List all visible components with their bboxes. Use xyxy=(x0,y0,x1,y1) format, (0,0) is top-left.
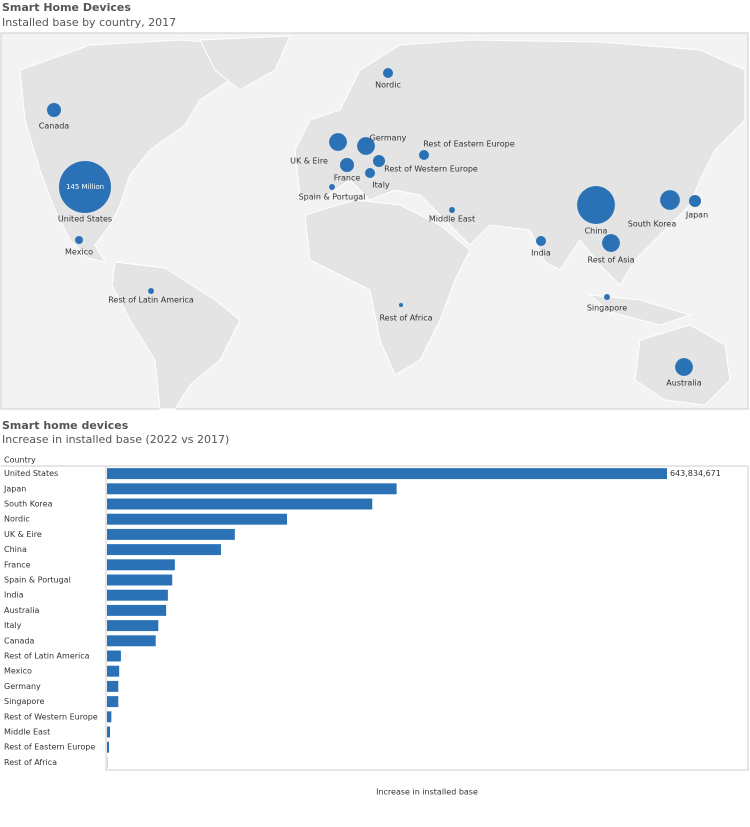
bar xyxy=(107,620,159,632)
bubble-label: Middle East xyxy=(429,215,475,224)
bar xyxy=(107,559,175,571)
bubble xyxy=(329,184,335,190)
category-label: Japan xyxy=(3,484,26,493)
category-label: Italy xyxy=(4,621,22,630)
bar xyxy=(107,680,119,692)
bar xyxy=(107,604,167,616)
bubble xyxy=(660,190,680,210)
land-greenland xyxy=(199,35,291,91)
plot-frame xyxy=(105,465,749,771)
bubble xyxy=(329,133,347,151)
category-label: United States xyxy=(4,469,58,478)
bubble-label: Germany xyxy=(370,134,407,143)
bubble xyxy=(340,158,354,172)
value-label: 643,834,671 xyxy=(670,469,721,478)
category-label: India xyxy=(4,591,24,600)
bar-marks: United States 643,834,671 Japan South Korea… xyxy=(3,468,721,768)
bar-subtitle: Increase in installed base (2022 vs 2017… xyxy=(2,433,229,446)
bubble-label: China xyxy=(585,227,608,236)
bubble-value-label: 145 Million xyxy=(66,183,104,191)
category-label: Spain & Portugal xyxy=(4,576,71,585)
bubble-label: Australia xyxy=(666,379,701,388)
bubble xyxy=(357,137,375,155)
bubble xyxy=(418,149,430,161)
category-label: China xyxy=(4,545,27,554)
bubble xyxy=(364,167,376,179)
bubble-label: Rest of Africa xyxy=(379,314,432,323)
bubble-label: UK & Eire xyxy=(290,157,328,166)
category-label: Rest of Africa xyxy=(4,758,57,767)
category-header: Country xyxy=(4,456,36,465)
bar xyxy=(107,574,173,586)
bubble xyxy=(382,67,394,79)
bar xyxy=(107,513,288,525)
bubble xyxy=(689,195,701,207)
bar xyxy=(107,665,120,677)
category-label: Rest of Western Europe xyxy=(4,712,98,721)
bar xyxy=(107,650,121,662)
bubble xyxy=(577,186,615,224)
bubble xyxy=(148,288,154,294)
bar xyxy=(107,483,397,495)
bar-title: Smart home devices xyxy=(2,419,129,432)
bubble-label: Rest of Latin America xyxy=(108,296,194,305)
bar xyxy=(107,741,110,753)
bar xyxy=(107,726,111,738)
bubble-label: Rest of Asia xyxy=(588,256,635,265)
bar xyxy=(107,696,119,708)
x-axis-title: Increase in installed base xyxy=(376,788,478,797)
bubble xyxy=(398,302,404,308)
category-label: Middle East xyxy=(4,728,50,737)
land-islands xyxy=(588,294,692,326)
bubble-label: South Korea xyxy=(628,220,677,229)
land-eurasia xyxy=(294,39,746,286)
bubble-label: Mexico xyxy=(65,248,93,257)
bubble-label: Singapore xyxy=(587,304,627,313)
bubble xyxy=(675,358,693,376)
map-title: Smart Home Devices xyxy=(2,1,131,14)
category-label: Mexico xyxy=(4,667,32,676)
bar xyxy=(107,528,235,540)
bar xyxy=(107,468,667,480)
category-label: Singapore xyxy=(4,697,44,706)
bar xyxy=(107,711,112,723)
bubble xyxy=(373,155,385,167)
bubble-label: Rest of Western Europe xyxy=(384,165,478,174)
bubble-label: Japan xyxy=(685,211,708,220)
category-label: Rest of Latin America xyxy=(4,652,90,661)
category-label: South Korea xyxy=(4,500,53,509)
bar xyxy=(107,589,168,601)
land-africa xyxy=(304,199,471,376)
bubble xyxy=(604,294,610,300)
category-label: Rest of Eastern Europe xyxy=(4,743,95,752)
bubble xyxy=(47,103,61,117)
category-label: UK & Eire xyxy=(4,530,42,539)
bubble-label: Nordic xyxy=(375,81,401,90)
category-label: Nordic xyxy=(4,515,30,524)
bubble xyxy=(602,234,620,252)
category-label: Germany xyxy=(4,682,41,691)
map-marks: United States 145 Million China South Korea… xyxy=(39,67,708,388)
category-label: France xyxy=(4,560,31,569)
bubble-label: Canada xyxy=(39,122,70,131)
bubble-label: Spain & Portugal xyxy=(299,193,366,202)
bubble-label: Italy xyxy=(372,181,390,190)
bubble-label: India xyxy=(531,249,551,258)
bar xyxy=(107,635,156,647)
bubble xyxy=(59,161,111,213)
map-subtitle: Installed base by country, 2017 xyxy=(2,16,176,29)
bubble-label: France xyxy=(334,174,361,183)
bubble-label: United States xyxy=(58,215,112,224)
bubble xyxy=(449,207,455,213)
land-south-america xyxy=(111,261,241,410)
category-label: Canada xyxy=(4,636,35,645)
map: United States 145 Million China South Korea… xyxy=(0,32,749,410)
bar xyxy=(107,498,373,510)
bubble-label: Rest of Eastern Europe xyxy=(423,140,514,149)
bar xyxy=(107,544,221,556)
bubble xyxy=(535,235,547,247)
bubble xyxy=(75,236,83,244)
category-label: Australia xyxy=(4,606,39,615)
